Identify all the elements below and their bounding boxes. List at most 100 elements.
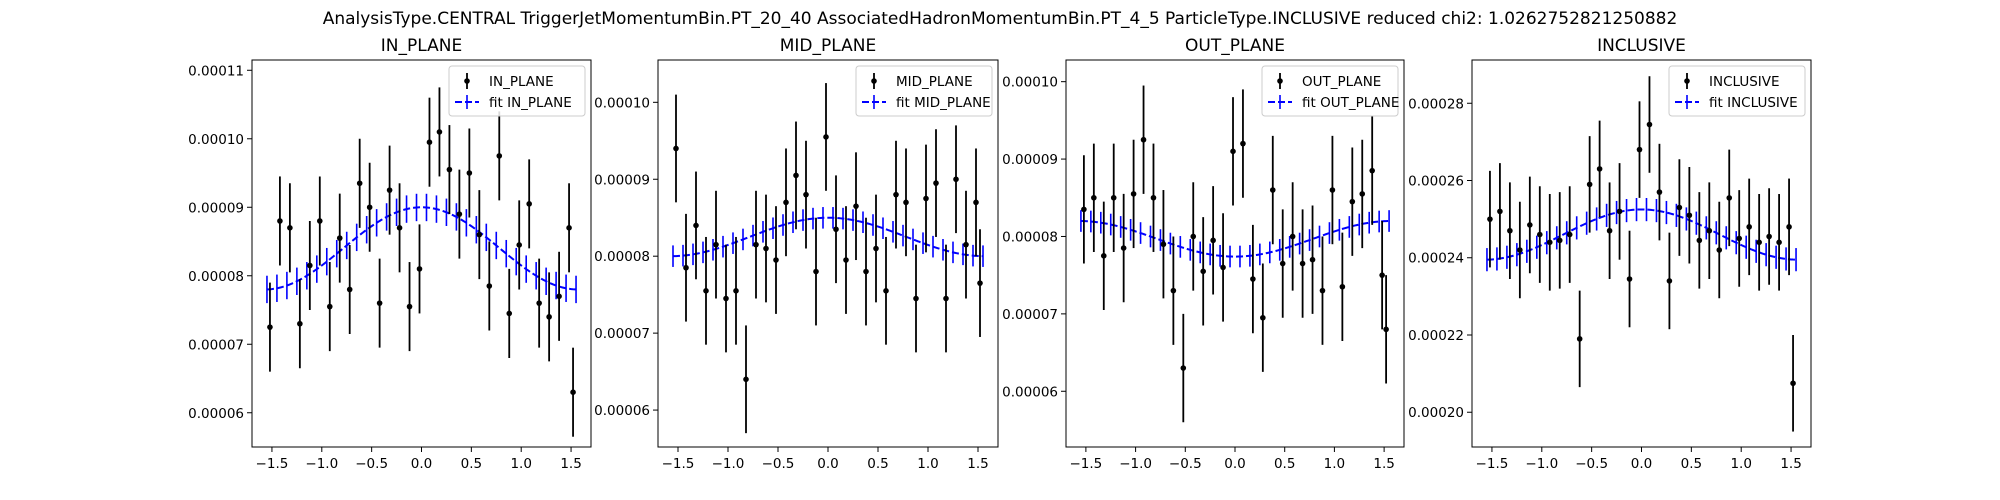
data-point: [693, 222, 699, 229]
data-point: [1736, 235, 1743, 242]
figure-suptitle: AnalysisType.CENTRAL TriggerJetMomentumB…: [323, 9, 1678, 29]
x-tick-label: 1.5: [1373, 456, 1394, 472]
x-tick-label: −0.5: [762, 456, 795, 472]
data-point: [863, 268, 869, 275]
y-tick-label: 0.00011: [188, 63, 244, 79]
data-point: [1507, 227, 1513, 234]
data-point: [1230, 148, 1236, 155]
plot-area: [672, 83, 984, 434]
data-point: [426, 139, 433, 145]
data-point: [1626, 276, 1633, 282]
x-tick-label: 1.5: [967, 456, 988, 472]
data-point: [1706, 227, 1713, 234]
data-point: [1140, 136, 1147, 143]
data-point: [1586, 181, 1593, 188]
data-point: [1576, 336, 1583, 342]
x-tick-label: −1.0: [305, 456, 338, 472]
data-point: [476, 231, 483, 238]
legend-frame: [855, 65, 993, 117]
data-point: [1646, 121, 1653, 128]
y-tick-label: 0.00009: [594, 172, 650, 188]
y-tick-label: 0.00010: [1002, 75, 1058, 91]
data-point: [1091, 194, 1097, 201]
data-point: [1666, 278, 1673, 284]
data-point: [366, 204, 373, 211]
data-point: [673, 145, 679, 152]
data-point: [1656, 189, 1663, 195]
x-tick-label: 1.5: [560, 456, 581, 472]
data-point: [943, 295, 949, 302]
data-point: [1606, 227, 1613, 234]
data-point: [456, 211, 463, 217]
y-tick-label: 0.00024: [1408, 251, 1464, 267]
data-point: [1130, 191, 1137, 197]
data-point: [556, 293, 562, 300]
data-point: [933, 180, 939, 186]
y-tick-label: 0.00022: [1408, 328, 1464, 344]
legend-data-marker: [1684, 78, 1690, 84]
x-tick-label: −1.0: [1525, 456, 1558, 472]
data-point: [1190, 233, 1197, 240]
x-tick-label: 0.0: [1224, 456, 1245, 472]
data-point: [1260, 314, 1266, 321]
subplot-panels: IN_PLANE −1.5 −1.0 −0.5 0.0 0.5 1.0 1.5 0.00006 0…: [188, 36, 1812, 472]
data-point: [1150, 194, 1157, 201]
y-tick-label: 0.00028: [1408, 96, 1464, 112]
data-point: [1319, 287, 1326, 294]
y-tick-label: 0.00008: [594, 249, 650, 265]
data-point: [1487, 216, 1493, 222]
data-point: [1349, 198, 1356, 205]
subplot-title: OUT_PLANE: [1185, 36, 1285, 56]
y-tick-label: 0.00006: [1002, 384, 1058, 400]
data-point: [1250, 276, 1256, 282]
x-tick-label: −0.5: [355, 456, 388, 472]
x-tick-label: 1.5: [1780, 456, 1801, 472]
x-tick-label: 0.5: [1681, 456, 1702, 472]
legend-label-data: INCLUSIVE: [1709, 74, 1780, 90]
data-point: [346, 286, 353, 293]
y-tick-label: 0.00008: [188, 269, 244, 285]
data-point: [466, 170, 473, 176]
subplot-title: IN_PLANE: [381, 36, 462, 56]
data-point: [287, 225, 293, 231]
legend-data-marker: [871, 78, 877, 84]
data-point: [1160, 241, 1167, 248]
data-point: [813, 268, 819, 275]
data-point: [1180, 365, 1187, 371]
subplot-in-plane: IN_PLANE −1.5 −1.0 −0.5 0.0 0.5 1.0 1.5 0.00006 0…: [188, 36, 592, 472]
data-point: [1269, 187, 1276, 193]
data-point: [1220, 264, 1226, 271]
legend-data-marker: [464, 78, 470, 84]
legend-frame: [448, 65, 586, 117]
subplot-inclusive: INCLUSIVE −1.5 −1.0 −0.5 0.0 0.5 1.0 1.5 0.00020…: [1408, 36, 1812, 472]
data-point: [1776, 239, 1782, 246]
y-tick-label: 0.00006: [188, 406, 244, 422]
data-point: [1766, 233, 1772, 240]
legend-label-data: MID_PLANE: [896, 74, 973, 90]
y-tick-label: 0.00010: [594, 95, 650, 111]
data-point: [753, 241, 759, 248]
legend-label-fit: fit OUT_PLANE: [1302, 95, 1399, 111]
legend-data-marker: [1277, 78, 1283, 84]
x-tick-label: 0.0: [817, 456, 838, 472]
data-point: [516, 242, 523, 248]
y-tick-label: 0.00010: [188, 132, 244, 148]
legend-label-data: OUT_PLANE: [1302, 74, 1381, 90]
x-tick-label: −1.5: [1069, 456, 1102, 472]
data-point: [973, 199, 979, 206]
y-tick-label: 0.00006: [594, 403, 650, 419]
data-point: [733, 288, 739, 294]
y-tick-label: 0.00008: [1002, 229, 1058, 245]
data-point: [1596, 166, 1603, 172]
data-point: [416, 266, 423, 272]
data-point: [793, 172, 799, 179]
data-point: [823, 134, 829, 140]
data-point: [546, 314, 552, 320]
subplot-out-plane: OUT_PLANE −1.5 −1.0 −0.5 0.0 0.5 1.0 1.5 0.00006…: [1002, 36, 1405, 472]
data-point: [893, 191, 899, 198]
data-point: [883, 288, 889, 294]
x-tick-label: −0.5: [1575, 456, 1608, 472]
